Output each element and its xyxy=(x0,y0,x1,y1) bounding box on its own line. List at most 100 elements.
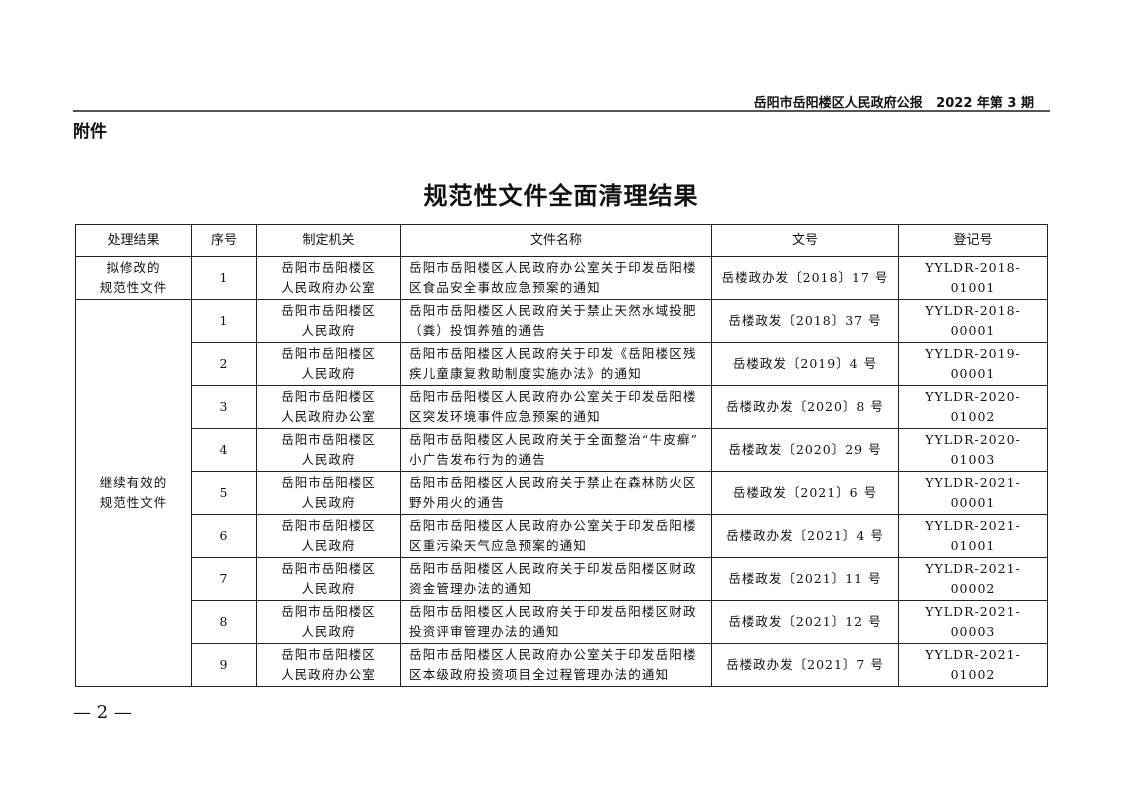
table-row: 继续有效的 规范性文件 1 岳阳市岳阳楼区 人民政府 岳阳市岳阳楼区人民政府关于禁止天然水… xyxy=(75,299,1048,687)
serial-number-cell-line: 3 xyxy=(219,399,229,414)
header-divider xyxy=(73,110,1050,112)
document-name-cell-line: 岳阳市岳阳楼区人民政府关于禁止天然水域投肥 xyxy=(409,303,697,318)
document-name-cell-line: 岳阳市岳阳楼区人民政府办公室关于印发岳阳楼 xyxy=(409,389,697,404)
issuing-body-cell-line: 人民政府 xyxy=(301,538,356,553)
registration-number-cell-line: YYLDR-2021-01001 xyxy=(925,518,1021,553)
document-name-cell-line: 投资评审管理办法的通知 xyxy=(409,624,560,639)
serial-number-cell: 6 xyxy=(191,514,257,558)
issuing-body-cell-line: 岳阳市岳阳楼区 xyxy=(281,432,376,447)
serial-number-cell-line: 9 xyxy=(219,657,229,672)
document-name-cell-line: 野外用火的通告 xyxy=(409,495,505,510)
document-number-cell-line: 岳楼政发〔2019〕4 号 xyxy=(732,356,878,371)
issuing-body-cell-line: 岳阳市岳阳楼区 xyxy=(281,475,376,490)
serial-number-cell: 7 xyxy=(191,557,257,601)
table-row: 4 岳阳市岳阳楼区 人民政府 岳阳市岳阳楼区人民政府关于全面整治“牛皮癣” 小广告发布行… xyxy=(76,428,1048,472)
serial-number-cell: 2 xyxy=(191,342,257,386)
issuing-body-cell-line: 人民政府 xyxy=(301,366,356,381)
issuing-body-cell-line: 岳阳市岳阳楼区 xyxy=(281,260,376,275)
document-name-cell-line: 区本级政府投资项目全过程管理办法的通知 xyxy=(409,667,670,682)
column-header: 序号 xyxy=(191,224,257,257)
issuing-body-cell: 岳阳市岳阳楼区 人民政府 xyxy=(256,471,401,515)
serial-number-cell: 9 xyxy=(191,643,257,687)
document-name-cell-line: 岳阳市岳阳楼区人民政府关于禁止在森林防火区 xyxy=(409,475,697,490)
serial-number-cell-line: 2 xyxy=(219,356,229,371)
registration-number-cell: YYLDR-2021-00003 xyxy=(898,600,1048,644)
document-name-cell-line: 疾儿童康复救助制度实施办法》的通知 xyxy=(409,366,642,381)
registration-number-cell: YYLDR-2021-00002 xyxy=(898,557,1048,601)
document-number-cell: 岳楼政发〔2020〕29 号 xyxy=(711,428,899,472)
document-number-cell: 岳楼政发〔2018〕37 号 xyxy=(711,299,899,343)
registration-number-cell-line: YYLDR-2020-01002 xyxy=(925,389,1021,424)
serial-number-cell: 1 xyxy=(191,299,257,343)
serial-number-cell: 4 xyxy=(191,428,257,472)
column-header: 制定机关 xyxy=(256,224,401,257)
issuing-body-cell-line: 岳阳市岳阳楼区 xyxy=(281,604,376,619)
issuing-body-cell: 岳阳市岳阳楼区 人民政府 xyxy=(256,299,401,343)
result-cell-line: 规范性文件 xyxy=(99,280,168,295)
table-row: 2 岳阳市岳阳楼区 人民政府 岳阳市岳阳楼区人民政府关于印发《岳阳楼区残 疾儿童康复救助… xyxy=(76,342,1048,386)
issuing-body-cell-line: 岳阳市岳阳楼区 xyxy=(281,647,376,662)
issuing-body-cell-line: 人民政府办公室 xyxy=(281,280,376,295)
registration-number-cell: YYLDR-2018-00001 xyxy=(898,299,1048,343)
registration-number-cell: YYLDR-2021-01002 xyxy=(898,643,1048,687)
table-row: 9 岳阳市岳阳楼区 人民政府办公室 岳阳市岳阳楼区人民政府办公室关于印发岳阳楼 区本级政… xyxy=(76,643,1048,687)
cleanup-results-table: 处理结果 序号 制定机关 文件名称 文号 登记号 拟修改的 规范性文件 1 岳阳市岳阳… xyxy=(75,224,1048,687)
document-name-cell-line: 岳阳市岳阳楼区人民政府办公室关于印发岳阳楼 xyxy=(409,518,697,533)
document-name-cell: 岳阳市岳阳楼区人民政府关于印发岳阳楼区财政 投资评审管理办法的通知 xyxy=(400,600,712,644)
document-name-cell-line: 岳阳市岳阳楼区人民政府办公室关于印发岳阳楼 xyxy=(409,260,697,275)
registration-number-cell-line: YYLDR-2019-00001 xyxy=(925,346,1021,381)
document-number-cell: 岳楼政办发〔2018〕17 号 xyxy=(711,256,899,300)
table-row: 5 岳阳市岳阳楼区 人民政府 岳阳市岳阳楼区人民政府关于禁止在森林防火区 野外用火的通告… xyxy=(76,471,1048,515)
issuing-body-cell-line: 人民政府 xyxy=(301,581,356,596)
document-name-cell-line: 区突发环境事件应急预案的通知 xyxy=(409,409,601,424)
table-row: 3 岳阳市岳阳楼区 人民政府办公室 岳阳市岳阳楼区人民政府办公室关于印发岳阳楼 区突发环… xyxy=(76,385,1048,429)
issuing-body-cell: 岳阳市岳阳楼区 人民政府 xyxy=(256,514,401,558)
serial-number-cell-line: 5 xyxy=(219,485,229,500)
issuing-body-cell-line: 人民政府办公室 xyxy=(281,667,376,682)
serial-number-cell: 8 xyxy=(191,600,257,644)
issuing-body-cell-line: 岳阳市岳阳楼区 xyxy=(281,561,376,576)
registration-number-cell-line: YYLDR-2018-00001 xyxy=(925,303,1021,338)
serial-number-cell-line: 8 xyxy=(219,614,229,629)
table-row: 7 岳阳市岳阳楼区 人民政府 岳阳市岳阳楼区人民政府关于印发岳阳楼区财政 资金管理办法的… xyxy=(76,557,1048,601)
document-name-cell-line: 小广告发布行为的通告 xyxy=(409,452,547,467)
table-row: 6 岳阳市岳阳楼区 人民政府 岳阳市岳阳楼区人民政府办公室关于印发岳阳楼 区重污染天气应… xyxy=(76,514,1048,558)
result-cell: 继续有效的 规范性文件 xyxy=(75,299,192,687)
result-cell: 拟修改的 规范性文件 xyxy=(75,256,192,300)
registration-number-cell: YYLDR-2020-01002 xyxy=(898,385,1048,429)
serial-number-cell: 3 xyxy=(191,385,257,429)
document-name-cell-line: （粪）投饵养殖的通告 xyxy=(409,323,547,338)
document-name-cell-line: 区食品安全事故应急预案的通知 xyxy=(409,280,601,295)
document-number-cell: 岳楼政发〔2021〕11 号 xyxy=(711,557,899,601)
issuing-body-cell: 岳阳市岳阳楼区 人民政府 xyxy=(256,342,401,386)
document-number-cell-line: 岳楼政办发〔2018〕17 号 xyxy=(721,270,889,285)
document-name-cell: 岳阳市岳阳楼区人民政府关于全面整治“牛皮癣” 小广告发布行为的通告 xyxy=(400,428,712,472)
document-name-cell-line: 资金管理办法的通知 xyxy=(409,581,533,596)
issuing-body-cell-line: 岳阳市岳阳楼区 xyxy=(281,518,376,533)
issuing-body-cell-line: 岳阳市岳阳楼区 xyxy=(281,346,376,361)
issuing-body-cell: 岳阳市岳阳楼区 人民政府办公室 xyxy=(256,643,401,687)
document-number-cell-line: 岳楼政发〔2021〕6 号 xyxy=(732,485,878,500)
result-cell-line: 规范性文件 xyxy=(99,495,168,510)
document-name-cell-line: 岳阳市岳阳楼区人民政府办公室关于印发岳阳楼 xyxy=(409,647,697,662)
result-cell-line: 拟修改的 xyxy=(106,260,161,275)
registration-number-cell-line: YYLDR-2021-00003 xyxy=(925,604,1021,639)
registration-number-cell-line: YYLDR-2018-01001 xyxy=(925,260,1021,295)
document-name-cell: 岳阳市岳阳楼区人民政府关于印发岳阳楼区财政 资金管理办法的通知 xyxy=(400,557,712,601)
issuing-body-cell: 岳阳市岳阳楼区 人民政府办公室 xyxy=(256,256,401,300)
document-number-cell: 岳楼政办发〔2021〕4 号 xyxy=(711,514,899,558)
document-name-cell-line: 岳阳市岳阳楼区人民政府关于印发岳阳楼区财政 xyxy=(409,604,697,619)
publication-header: 岳阳市岳阳楼区人民政府公报 2022 年第 3 期 xyxy=(753,96,1034,111)
document-number-cell: 岳楼政发〔2019〕4 号 xyxy=(711,342,899,386)
issuing-body-cell-line: 人民政府 xyxy=(301,452,356,467)
registration-number-cell: YYLDR-2020-01003 xyxy=(898,428,1048,472)
document-name-cell: 岳阳市岳阳楼区人民政府办公室关于印发岳阳楼 区食品安全事故应急预案的通知 xyxy=(400,256,712,300)
issuing-body-cell-line: 人民政府 xyxy=(301,323,356,338)
document-number-cell-line: 岳楼政办发〔2021〕4 号 xyxy=(726,528,884,543)
document-number-cell-line: 岳楼政发〔2021〕11 号 xyxy=(728,571,882,586)
document-name-cell: 岳阳市岳阳楼区人民政府关于印发《岳阳楼区残 疾儿童康复救助制度实施办法》的通知 xyxy=(400,342,712,386)
serial-number-cell-line: 4 xyxy=(219,442,229,457)
document-number-cell-line: 岳楼政办发〔2021〕7 号 xyxy=(726,657,884,672)
document-name-cell-line: 区重污染天气应急预案的通知 xyxy=(409,538,588,553)
registration-number-cell-line: YYLDR-2021-00002 xyxy=(925,561,1021,596)
